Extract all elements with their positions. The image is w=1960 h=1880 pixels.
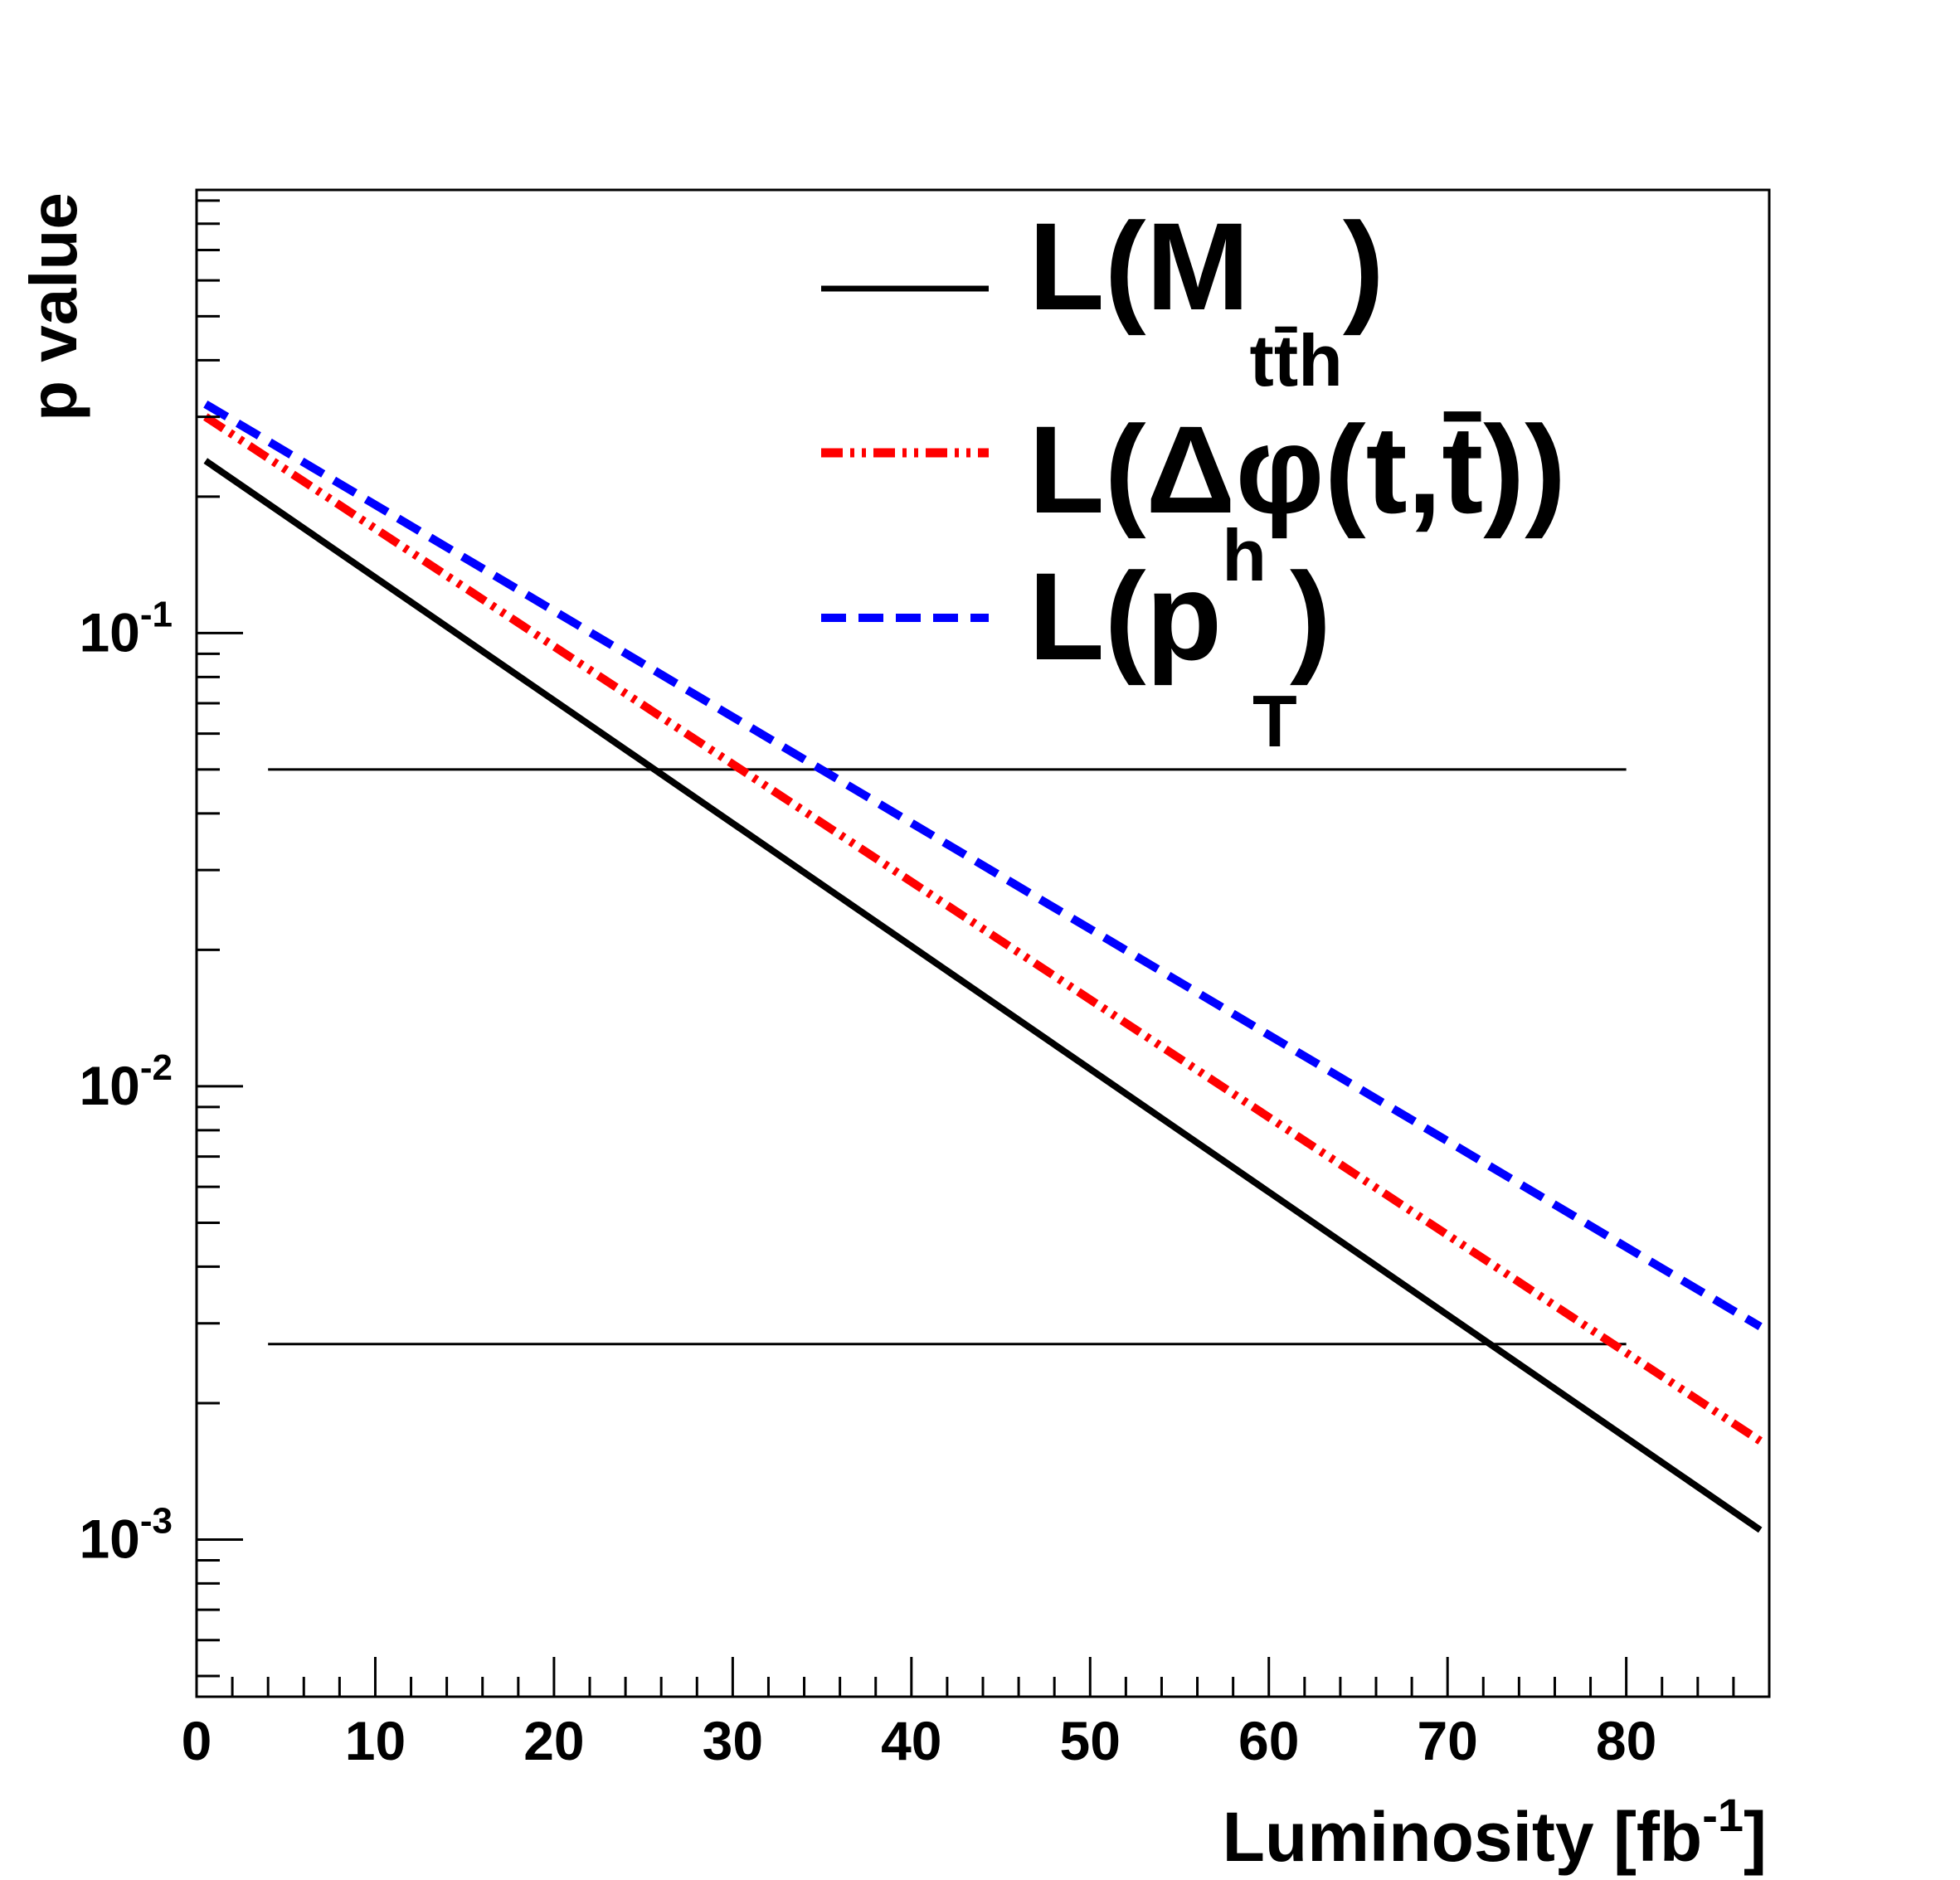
y-axis-label: p value [17, 192, 90, 421]
series-line [203, 413, 1763, 1445]
x-tick-label: 80 [1596, 1710, 1656, 1771]
legend-mtth-prefix: L(M [1029, 197, 1250, 336]
series-line [203, 458, 1763, 1533]
x-tick-label: 0 [182, 1710, 212, 1771]
legend-label-mtth: L(Mtt̄h) [1029, 197, 1384, 401]
axes-layer: 0 10 20 30 40 50 60 70 80 10-1 10-2 10-3 [79, 199, 1735, 1771]
legend-pth-suffix: ) [1290, 547, 1331, 686]
x-tick-label: 50 [1060, 1710, 1121, 1771]
y-tick-label: 10-2 [79, 1047, 173, 1116]
legend: L(Mtt̄h) L(Δφ(t,t̄)) L(ph T) [821, 197, 1566, 762]
series-layer [203, 401, 1763, 1533]
x-axis-label: Luminosity [fb-1] [1223, 1789, 1767, 1876]
x-tick-label: 20 [523, 1710, 584, 1771]
legend-mtth-sub: tt̄h [1250, 319, 1343, 401]
legend-label-pth: L(ph T) [1029, 514, 1331, 762]
y-tick-label: 10-3 [79, 1500, 173, 1569]
x-tick-label: 10 [345, 1710, 406, 1771]
series-line [203, 401, 1763, 1330]
x-tick-label: 30 [703, 1710, 763, 1771]
legend-pth-sub: T [1252, 680, 1297, 762]
x-axis-label-sup: -1 [1702, 1789, 1744, 1841]
legend-pth-prefix: L(p [1029, 547, 1222, 686]
legend-label-dphi: L(Δφ(t,t̄)) [1029, 400, 1566, 539]
y-tick-label: 10-1 [79, 594, 173, 663]
x-tick-label: 70 [1417, 1710, 1477, 1771]
x-axis-label-close: ] [1744, 1798, 1767, 1876]
legend-pth-sup: h [1222, 514, 1267, 596]
reference-lines [268, 768, 1627, 1346]
x-tick-label: 60 [1238, 1710, 1299, 1771]
x-tick-label: 40 [881, 1710, 941, 1771]
legend-mtth-suffix: ) [1343, 197, 1384, 336]
x-axis-label-main: Luminosity [fb [1223, 1798, 1703, 1876]
